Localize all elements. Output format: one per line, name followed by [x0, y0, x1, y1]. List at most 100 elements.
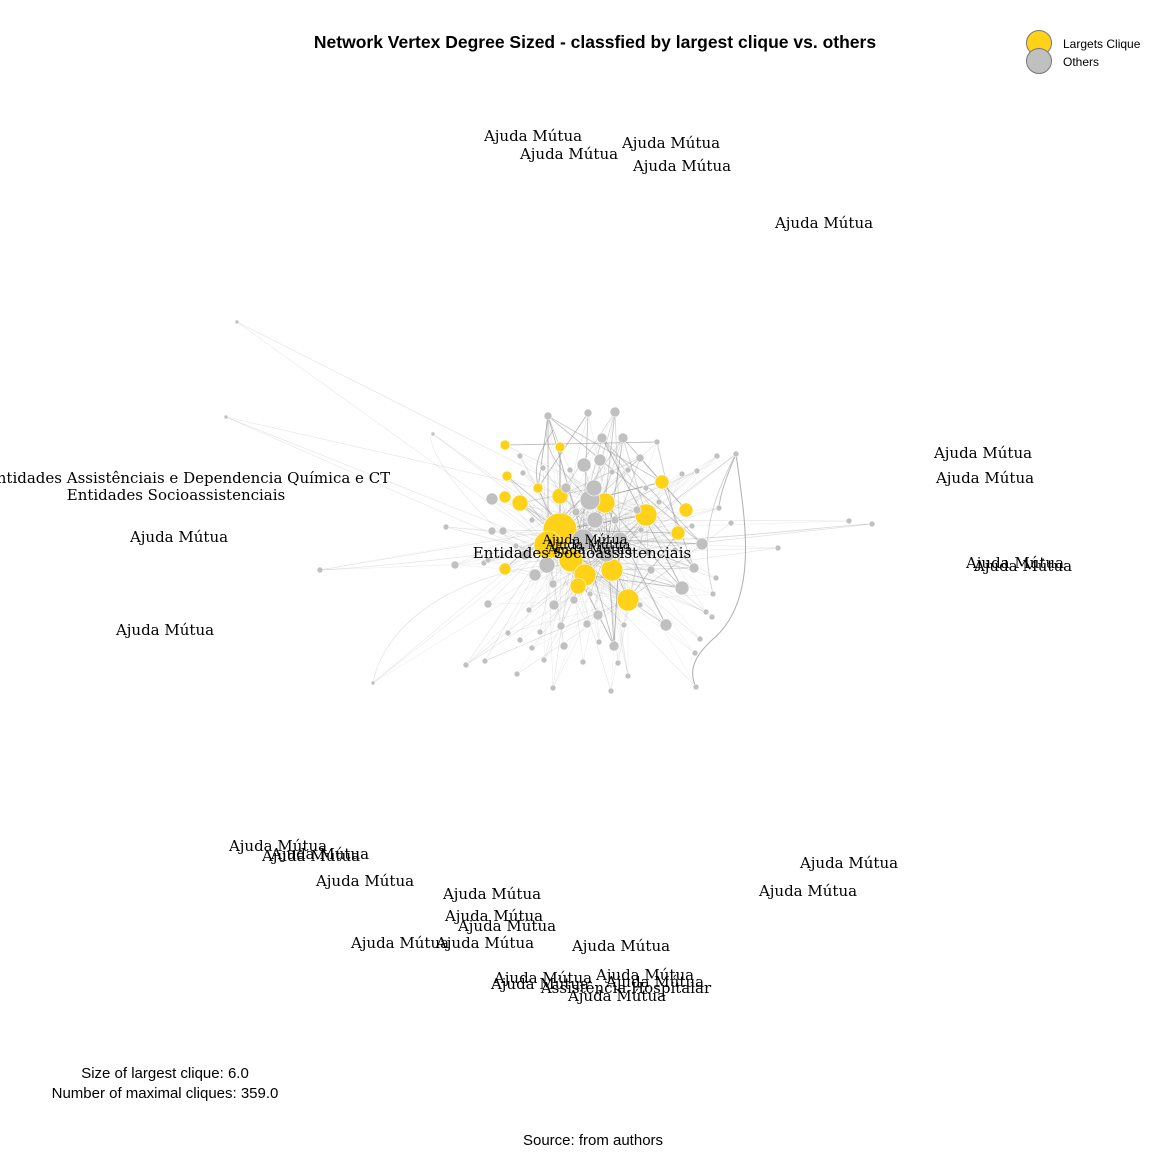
other-node: [636, 601, 644, 609]
largest-clique-node: [678, 502, 694, 518]
other-node: [610, 515, 620, 525]
other-node: [693, 467, 701, 475]
largest-clique-node: [511, 494, 529, 512]
node-label: Ajuda Mútua: [315, 872, 414, 890]
edge: [465, 559, 572, 666]
other-node: [560, 482, 572, 494]
edge: [617, 514, 647, 664]
other-node: [708, 613, 716, 621]
edge: [454, 564, 586, 576]
edge: [559, 520, 850, 531]
edge: [619, 470, 698, 541]
largest-clique-node: [670, 525, 686, 541]
edge: [570, 549, 676, 561]
other-node: [688, 522, 696, 530]
largest-clique-node: [532, 482, 544, 494]
edge: [582, 523, 873, 542]
legend-label-others: Others: [1063, 55, 1100, 69]
other-node: [608, 468, 616, 476]
other-node: [516, 452, 524, 460]
node-label: Ajuda Mútua: [774, 214, 873, 232]
edge: [465, 544, 549, 666]
nodes: [223, 319, 876, 695]
edge: [507, 599, 629, 634]
edge: [601, 437, 703, 545]
edge: [559, 412, 589, 531]
node-label: Ajuda Mútua: [228, 837, 327, 855]
edge: [552, 569, 613, 689]
other-node: [715, 504, 723, 512]
largest-clique-node: [616, 588, 640, 612]
edge: [589, 499, 714, 595]
other-node: [617, 432, 629, 444]
other-node: [596, 432, 608, 444]
other-node: [483, 599, 493, 609]
largest-clique-node: [501, 470, 513, 482]
edge: [582, 412, 589, 541]
edge: [559, 470, 698, 531]
node-label: Ajuda Mútua: [758, 882, 857, 900]
edge: [236, 321, 591, 501]
other-node: [498, 526, 508, 536]
edge: [622, 437, 647, 516]
largest-clique-node: [498, 562, 512, 576]
node-label: Ajuda Mútua: [935, 469, 1034, 487]
maximal-cliques-count: Number of maximal cliques: 359.0: [51, 1085, 279, 1102]
node-label: Ajuda Mútua: [444, 907, 543, 925]
chart-title: Network Vertex Degree Sized - classfied …: [313, 32, 877, 52]
edge: [519, 569, 613, 641]
other-node: [234, 319, 240, 325]
node-label: Ajuda Mútua: [350, 934, 449, 952]
node-label: Ajuda Mútua: [115, 621, 214, 639]
other-node: [713, 452, 721, 460]
other-node: [512, 542, 520, 550]
edge: [432, 433, 561, 531]
edge: [506, 475, 621, 541]
other-node: [695, 537, 709, 551]
node-label: Entidades Socioassistenciais: [473, 544, 692, 562]
node-label: Ajuda Mútua: [519, 145, 618, 163]
other-node: [624, 466, 632, 474]
edge: [622, 437, 687, 511]
other-node: [540, 656, 548, 664]
other-node: [548, 579, 558, 589]
other-node: [223, 414, 229, 420]
other-node: [525, 606, 533, 614]
node-label: Ajuda Mútua: [483, 127, 582, 145]
other-node: [370, 680, 376, 686]
node-label: Ajuda Mútua: [544, 538, 630, 553]
other-node: [732, 450, 740, 458]
other-node: [543, 411, 553, 421]
other-node: [576, 457, 592, 473]
edge: [601, 437, 695, 569]
legend: Largets Clique Others: [1024, 28, 1152, 78]
edge: [584, 574, 683, 589]
edge: [619, 507, 720, 541]
other-node: [678, 470, 686, 478]
other-node: [696, 635, 704, 643]
other-node: [596, 543, 616, 563]
other-node: [559, 641, 569, 651]
other-node: [585, 479, 603, 497]
other-node: [609, 406, 621, 418]
other-node: [868, 520, 876, 528]
edge: [445, 526, 613, 571]
other-node: [646, 565, 656, 575]
edge: [547, 415, 703, 545]
other-node: [528, 568, 542, 582]
edge: [372, 514, 647, 684]
edge: [604, 411, 616, 504]
other-node: [442, 523, 450, 531]
node-label: Ajuda Mútua: [129, 528, 228, 546]
other-node: [539, 464, 547, 472]
edge: [645, 514, 707, 613]
other-node: [592, 609, 604, 621]
edge: [604, 502, 629, 601]
node-label: Entidades Socioassistenciais: [67, 486, 286, 504]
edge: [504, 444, 647, 516]
other-node: [727, 519, 735, 527]
other-node: [528, 644, 536, 652]
edge: [547, 544, 588, 625]
